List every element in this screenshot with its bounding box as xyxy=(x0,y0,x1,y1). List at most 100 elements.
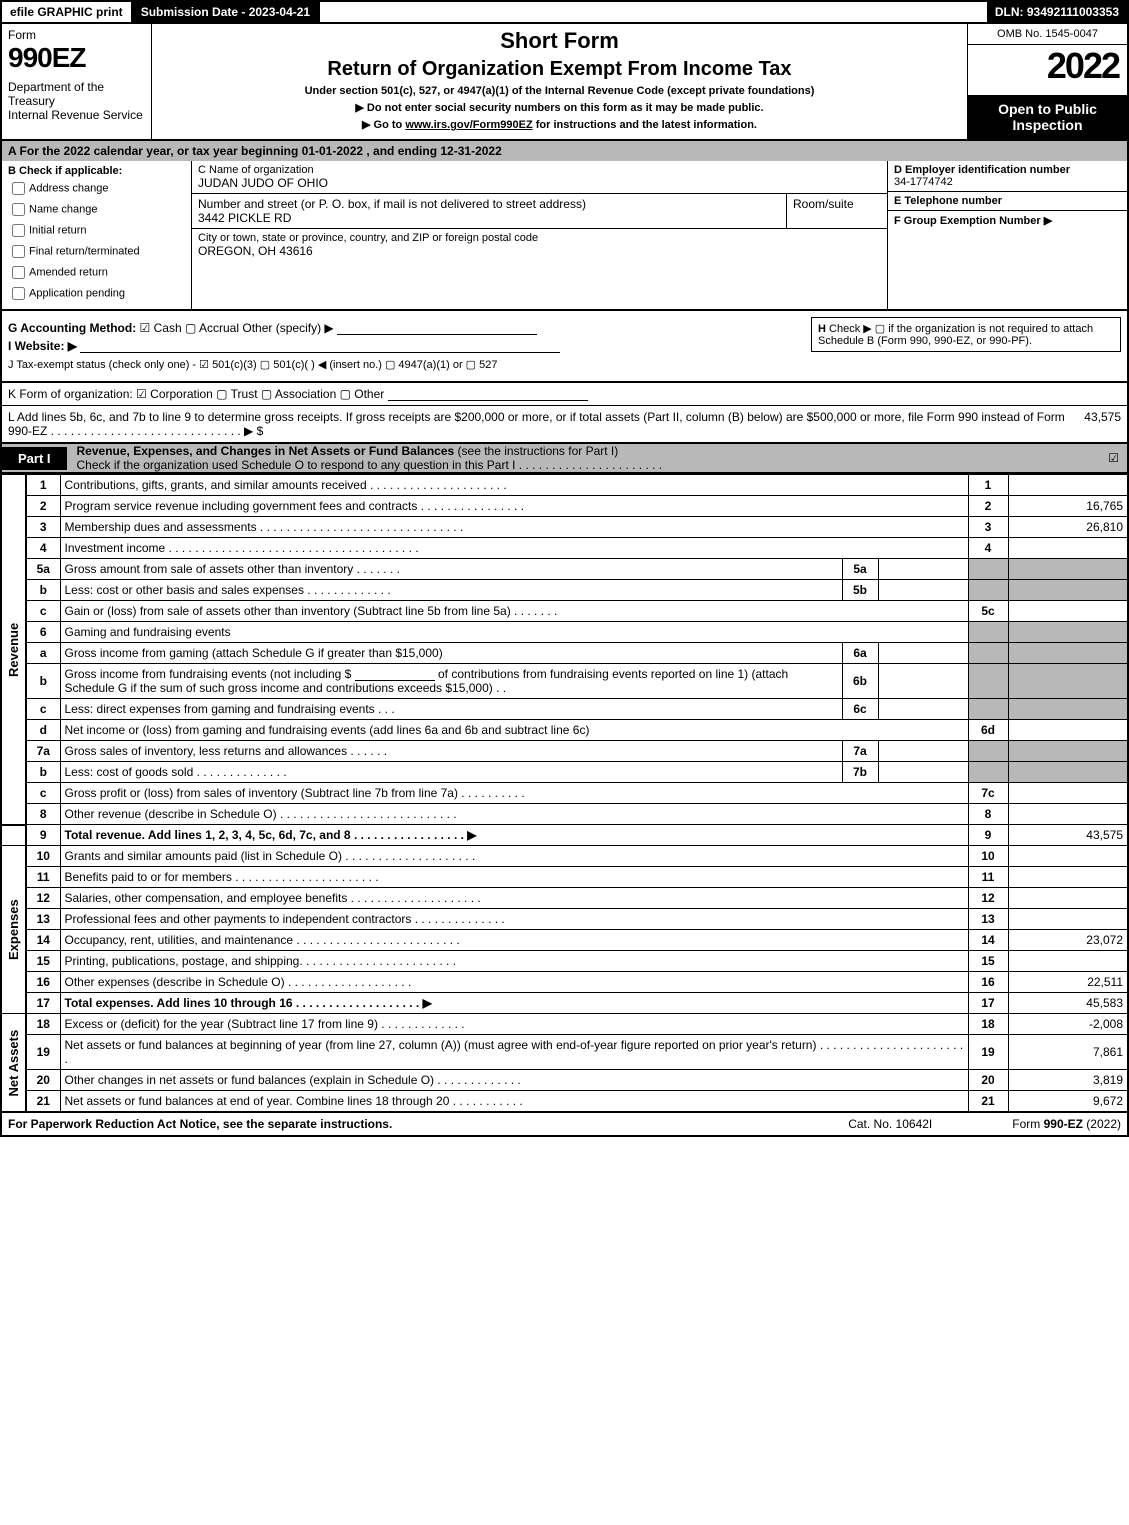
subamt-6c xyxy=(878,699,968,720)
ln-21: 21 xyxy=(26,1091,60,1113)
amt-6-shaded xyxy=(1008,622,1128,643)
subamt-7b xyxy=(878,762,968,783)
ln-10: 10 xyxy=(26,846,60,867)
part1-title: Revenue, Expenses, and Changes in Net As… xyxy=(77,444,455,458)
checkbox-amended-return[interactable] xyxy=(12,266,25,279)
check-address-change[interactable]: Address change xyxy=(8,179,185,198)
desc-2: Program service revenue including govern… xyxy=(60,496,968,517)
desc-5c: Gain or (loss) from sale of assets other… xyxy=(60,601,968,622)
form-word: Form xyxy=(8,28,145,42)
entity-right: D Employer identification number 34-1774… xyxy=(887,161,1127,309)
row-7b: b Less: cost of goods sold . . . . . . .… xyxy=(1,762,1128,783)
ln-6: 6 xyxy=(26,622,60,643)
section-b: B Check if applicable: Address change Na… xyxy=(2,161,192,309)
checkbox-application-pending[interactable] xyxy=(12,287,25,300)
check-name-change[interactable]: Name change xyxy=(8,200,185,219)
checkbox-address-change[interactable] xyxy=(12,182,25,195)
desc-6b-1: Gross income from fundraising events (no… xyxy=(65,667,352,681)
amt-3: 26,810 xyxy=(1008,517,1128,538)
subamt-7a xyxy=(878,741,968,762)
top-bar: efile GRAPHIC print Submission Date - 20… xyxy=(0,0,1129,24)
g-cash[interactable]: ☑ Cash xyxy=(140,321,182,335)
ln-5c: c xyxy=(26,601,60,622)
row-10: Expenses 10 Grants and similar amounts p… xyxy=(1,846,1128,867)
ln-12: 12 xyxy=(26,888,60,909)
ref-5a-shaded xyxy=(968,559,1008,580)
netassets-side-label: Net Assets xyxy=(1,1014,26,1113)
org-street-cell: Number and street (or P. O. box, if mail… xyxy=(192,194,787,228)
checkbox-final-return[interactable] xyxy=(12,245,25,258)
check-application-pending[interactable]: Application pending xyxy=(8,284,185,303)
website-input[interactable] xyxy=(80,339,560,353)
section-h: H Check ▶ ▢ if the organization is not r… xyxy=(811,317,1121,352)
section-j: J Tax-exempt status (check only one) - ☑… xyxy=(8,357,1121,371)
k-other-input[interactable] xyxy=(388,387,588,401)
check-amended-return[interactable]: Amended return xyxy=(8,263,185,282)
header-right: OMB No. 1545-0047 2022 Open to Public In… xyxy=(967,24,1127,139)
sub-5b: 5b xyxy=(842,580,878,601)
desc-12: Salaries, other compensation, and employ… xyxy=(60,888,968,909)
ln-13: 13 xyxy=(26,909,60,930)
ln-5b: b xyxy=(26,580,60,601)
amt-10 xyxy=(1008,846,1128,867)
row-5a: 5a Gross amount from sale of assets othe… xyxy=(1,559,1128,580)
desc-20: Other changes in net assets or fund bala… xyxy=(60,1070,968,1091)
ref-14: 14 xyxy=(968,930,1008,951)
ref-11: 11 xyxy=(968,867,1008,888)
check-initial-return[interactable]: Initial return xyxy=(8,221,185,240)
row-6a: a Gross income from gaming (attach Sched… xyxy=(1,643,1128,664)
efile-print-label[interactable]: efile GRAPHIC print xyxy=(2,2,133,22)
ein-label: D Employer identification number xyxy=(894,164,1121,176)
checkbox-name-change[interactable] xyxy=(12,203,25,216)
section-d: D Employer identification number 34-1774… xyxy=(888,161,1127,192)
org-city: OREGON, OH 43616 xyxy=(198,244,881,258)
ref-7a-shaded xyxy=(968,741,1008,762)
section-i-label: I Website: ▶ xyxy=(8,339,77,353)
ln-7b: b xyxy=(26,762,60,783)
desc-5a: Gross amount from sale of assets other t… xyxy=(60,559,842,580)
row-17: 17 Total expenses. Add lines 10 through … xyxy=(1,993,1128,1014)
cat-no: Cat. No. 10642I xyxy=(848,1117,932,1131)
desc-6c: Less: direct expenses from gaming and fu… xyxy=(60,699,842,720)
desc-3: Membership dues and assessments . . . . … xyxy=(60,517,968,538)
form-ref-bold: 990-EZ xyxy=(1044,1117,1083,1131)
row-13: 13 Professional fees and other payments … xyxy=(1,909,1128,930)
input-6b-contrib[interactable] xyxy=(355,667,435,681)
checkbox-initial-return[interactable] xyxy=(12,224,25,237)
group-exemption-label: F Group Exemption Number ▶ xyxy=(894,214,1121,227)
ln-1: 1 xyxy=(26,475,60,496)
ref-21: 21 xyxy=(968,1091,1008,1113)
goto-suffix: for instructions and the latest informat… xyxy=(533,119,757,131)
paperwork-notice: For Paperwork Reduction Act Notice, see … xyxy=(8,1117,392,1131)
amt-19: 7,861 xyxy=(1008,1035,1128,1070)
label-address-change: Address change xyxy=(29,182,109,194)
revenue-side-end xyxy=(1,825,26,846)
ref-1: 1 xyxy=(968,475,1008,496)
irs-link[interactable]: www.irs.gov/Form990EZ xyxy=(405,119,532,131)
department-treasury: Department of the Treasury xyxy=(8,80,145,108)
amt-6a-shaded xyxy=(1008,643,1128,664)
g-other-input[interactable] xyxy=(337,321,537,335)
subamt-5b xyxy=(878,580,968,601)
check-final-return[interactable]: Final return/terminated xyxy=(8,242,185,261)
amt-12 xyxy=(1008,888,1128,909)
part1-checkbox[interactable]: ☑ xyxy=(1108,451,1127,465)
form-ref-prefix: Form xyxy=(1012,1117,1043,1131)
section-f: F Group Exemption Number ▶ xyxy=(888,211,1127,309)
part1-header: Part I Revenue, Expenses, and Changes in… xyxy=(0,443,1129,474)
org-name: JUDAN JUDO OF OHIO xyxy=(198,176,881,190)
ref-6b-shaded xyxy=(968,664,1008,699)
section-g-label: G Accounting Method: xyxy=(8,321,136,335)
amt-11 xyxy=(1008,867,1128,888)
header-center: Short Form Return of Organization Exempt… xyxy=(152,24,967,139)
desc-9: Total revenue. Add lines 1, 2, 3, 4, 5c,… xyxy=(60,825,968,846)
short-form-title: Short Form xyxy=(158,28,961,54)
desc-19: Net assets or fund balances at beginning… xyxy=(60,1035,968,1070)
ln-14: 14 xyxy=(26,930,60,951)
desc-6b: Gross income from fundraising events (no… xyxy=(60,664,842,699)
ref-6c-shaded xyxy=(968,699,1008,720)
desc-17-text: Total expenses. Add lines 10 through 16 … xyxy=(65,996,432,1010)
g-accrual[interactable]: ▢ Accrual xyxy=(185,321,239,335)
form-number: 990EZ xyxy=(8,42,145,74)
subamt-5a xyxy=(878,559,968,580)
